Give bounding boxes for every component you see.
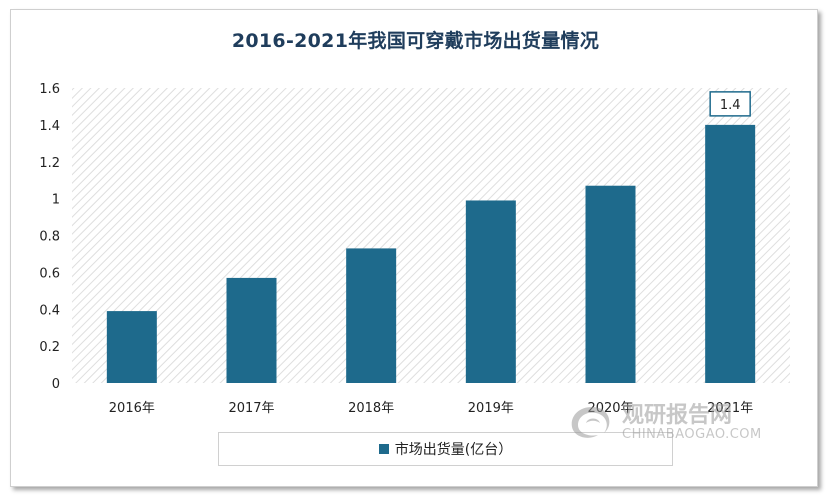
watermark-en: CHINABAOGAO.COM <box>622 427 762 442</box>
y-tick-label: 0 <box>52 377 60 392</box>
y-tick-label: 1.4 <box>39 119 60 134</box>
bar <box>585 185 636 383</box>
y-tick-label: 1.6 <box>39 82 60 97</box>
bar <box>346 248 397 383</box>
bar <box>705 124 756 383</box>
y-tick-label: 0.2 <box>39 340 60 355</box>
x-tick-label: 2016年 <box>109 401 155 416</box>
swirl-logo-icon <box>571 407 610 438</box>
watermark-cn: 观研报告网 <box>622 403 733 428</box>
data-label: 1.4 <box>720 98 741 113</box>
x-axis-ticks: 2016年 2017年 2018年 2019年 2020年 2021年 <box>109 401 753 416</box>
data-label-box <box>709 91 751 117</box>
bar <box>465 200 516 383</box>
x-tick-label: 2017年 <box>228 401 274 416</box>
legend-label: 市场出货量(亿台） <box>394 442 513 458</box>
y-tick-label: 0.6 <box>39 266 60 281</box>
plot-area <box>72 88 790 383</box>
watermark: 观研报告网 CHINABAOGAO.COM <box>566 403 762 443</box>
y-axis-ticks: 0 0.2 0.4 0.6 0.8 1 1.2 1.4 1.6 <box>39 82 60 392</box>
y-tick-label: 0.4 <box>39 303 60 318</box>
data-labels: 1.4 <box>709 91 751 117</box>
x-tick-label: 2021年 <box>707 401 753 416</box>
bars <box>106 124 756 383</box>
bar <box>106 311 157 383</box>
y-tick-label: 1 <box>52 193 60 208</box>
legend: 市场出货量(亿台） <box>218 432 673 466</box>
legend-swatch <box>378 444 389 454</box>
bar <box>226 277 277 383</box>
y-tick-label: 1.2 <box>39 156 60 171</box>
chart-title: 2016-2021年我国可穿戴市场出货量情况 <box>231 30 600 52</box>
x-tick-label: 2018年 <box>348 401 394 416</box>
x-tick-label: 2019年 <box>468 401 514 416</box>
y-tick-label: 0.8 <box>39 230 60 245</box>
